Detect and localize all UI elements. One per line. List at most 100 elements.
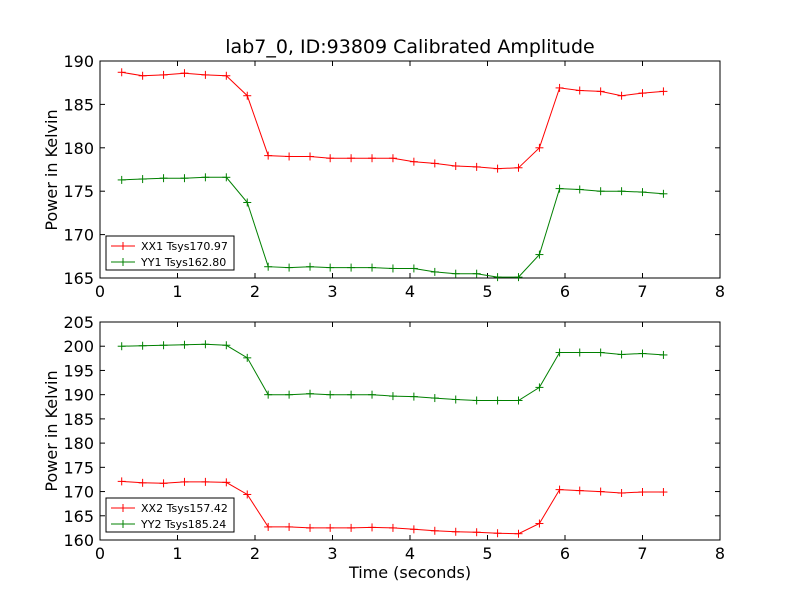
data-point-marker: [638, 188, 647, 197]
x-axis-label: Time (seconds): [348, 563, 471, 582]
data-point-marker: [514, 529, 523, 538]
y-tick-label: 170: [63, 483, 94, 502]
x-tick-label: 1: [172, 282, 182, 301]
legend-item: YY1 Tsys162.80: [111, 256, 226, 269]
data-point-marker: [264, 262, 273, 271]
data-point-marker: [555, 184, 564, 193]
y-axis-label: Power in Kelvin: [42, 109, 61, 230]
data-point-marker: [368, 154, 377, 163]
data-point-marker: [180, 340, 189, 349]
data-point-marker: [430, 267, 439, 276]
data-point-marker: [264, 522, 273, 531]
data-point-marker: [285, 522, 294, 531]
data-point-marker: [514, 396, 523, 405]
data-point-marker: [159, 479, 168, 488]
data-point-marker: [575, 486, 584, 495]
data-point-marker: [117, 68, 126, 77]
data-point-marker: [659, 87, 668, 96]
x-tick-label: 5: [482, 544, 492, 563]
data-point-marker: [493, 273, 502, 282]
chart-title: lab7_0, ID:93809 Calibrated Amplitude: [225, 36, 594, 58]
data-point-marker: [493, 529, 502, 538]
data-point-marker: [409, 157, 418, 166]
data-point-marker: [243, 198, 252, 207]
data-point-marker: [535, 143, 544, 152]
y-tick-label: 200: [63, 337, 94, 356]
data-point-marker: [159, 341, 168, 350]
data-point-marker: [180, 69, 189, 78]
data-point-marker: [326, 390, 335, 399]
legend-item: XX2 Tsys157.42: [111, 502, 228, 515]
data-point-marker: [117, 175, 126, 184]
data-point-marker: [659, 350, 668, 359]
data-point-marker: [201, 477, 210, 486]
y-tick-label: 190: [63, 386, 94, 405]
y-tick-label: 190: [63, 52, 94, 71]
data-point-marker: [368, 523, 377, 532]
legend: XX2 Tsys157.42 YY2 Tsys185.24: [105, 497, 235, 533]
y-tick-label: 165: [63, 269, 94, 288]
y-tick-label: 180: [63, 434, 94, 453]
data-point-marker: [222, 173, 231, 182]
data-point-marker: [638, 488, 647, 497]
data-point-marker: [285, 390, 294, 399]
data-point-marker: [409, 392, 418, 401]
data-point-marker: [138, 71, 147, 80]
y-tick-label: 170: [63, 226, 94, 245]
data-point-marker: [409, 264, 418, 273]
x-tick-label: 2: [250, 282, 260, 301]
data-point-marker: [306, 152, 315, 161]
data-point-marker: [472, 528, 481, 537]
x-tick-label: 5: [482, 282, 492, 301]
x-tick-label: 8: [715, 282, 725, 301]
x-tick-label: 3: [327, 282, 337, 301]
data-point-marker: [243, 91, 252, 100]
data-point-marker: [264, 390, 273, 399]
data-point-marker: [451, 162, 460, 171]
data-point-marker: [326, 523, 335, 532]
x-tick-label: 7: [637, 544, 647, 563]
data-point-marker: [326, 263, 335, 272]
data-point-marker: [222, 341, 231, 350]
data-point-marker: [306, 389, 315, 398]
data-point-marker: [222, 71, 231, 80]
legend-item: YY2 Tsys185.24: [111, 518, 226, 531]
data-point-marker: [617, 489, 626, 498]
data-point-marker: [430, 526, 439, 535]
x-tick-label: 0: [95, 544, 105, 563]
data-point-marker: [285, 263, 294, 272]
data-point-marker: [659, 189, 668, 198]
x-tick-label: 0: [95, 282, 105, 301]
data-point-marker: [138, 341, 147, 350]
y-tick-label: 175: [63, 182, 94, 201]
data-point-marker: [514, 163, 523, 172]
data-point-marker: [159, 70, 168, 79]
data-point-marker: [201, 340, 210, 349]
data-point-marker: [306, 262, 315, 271]
y-tick-label: 165: [63, 507, 94, 526]
data-point-marker: [617, 350, 626, 359]
data-point-marker: [555, 348, 564, 357]
x-tick-label: 4: [405, 282, 415, 301]
data-point-marker: [575, 348, 584, 357]
data-point-marker: [347, 523, 356, 532]
x-tick-label: 6: [560, 282, 570, 301]
data-point-marker: [388, 154, 397, 163]
data-point-marker: [347, 154, 356, 163]
x-tick-label: 8: [715, 544, 725, 563]
data-point-marker: [117, 342, 126, 351]
data-point-marker: [472, 162, 481, 171]
data-point-marker: [368, 263, 377, 272]
data-point-marker: [264, 151, 273, 160]
data-point-marker: [430, 159, 439, 168]
data-point-marker: [201, 173, 210, 182]
data-point-marker: [535, 383, 544, 392]
data-point-marker: [451, 395, 460, 404]
data-point-marker: [409, 525, 418, 534]
data-point-marker: [451, 269, 460, 278]
data-point-marker: [388, 264, 397, 273]
y-tick-label: 185: [63, 95, 94, 114]
data-point-marker: [117, 477, 126, 486]
data-point-marker: [472, 269, 481, 278]
